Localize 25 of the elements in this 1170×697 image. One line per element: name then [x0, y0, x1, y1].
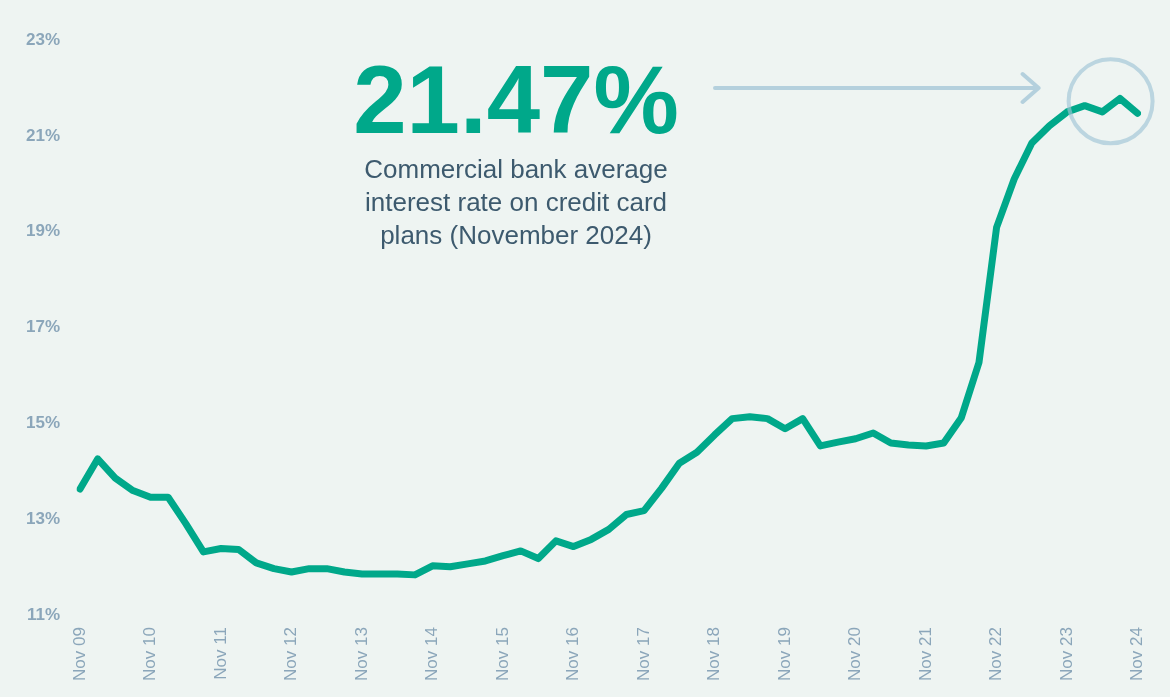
annotation: Commercial bank average interest rate on credit card plans (November 2024): [364, 154, 668, 250]
x-tick-label: Nov 15: [492, 627, 512, 682]
y-tick-label: 15%: [25, 413, 61, 433]
y-tick-label: 13%: [25, 508, 61, 528]
x-tick-label: Nov 12: [281, 627, 301, 682]
x-tick-label: Nov 09: [69, 627, 89, 682]
x-tick-label: Nov 19: [774, 627, 794, 682]
y-tick-label: 21%: [25, 125, 61, 145]
y-tick-label: 19%: [25, 221, 61, 241]
y-tick-label: 11%: [26, 604, 61, 624]
x-tick-label: Nov 23: [1056, 627, 1076, 682]
y-tick-label: 17%: [25, 317, 61, 337]
x-tick-label: Nov 21: [915, 627, 935, 682]
annotation: 21.47%: [353, 46, 679, 153]
x-tick-label: Nov 24: [1127, 627, 1147, 682]
x-tick-label: Nov 13: [351, 627, 371, 682]
x-tick-label: Nov 20: [845, 627, 865, 682]
x-tick-label: Nov 11: [210, 627, 230, 680]
x-tick-label: Nov 18: [704, 627, 724, 682]
x-tick-label: Nov 17: [633, 627, 653, 682]
x-tick-label: Nov 14: [422, 627, 442, 682]
x-tick-label: Nov 16: [563, 627, 583, 682]
x-tick-label: Nov 22: [986, 627, 1006, 682]
y-tick-label: 23%: [25, 29, 61, 49]
x-tick-label: Nov 10: [140, 627, 160, 682]
